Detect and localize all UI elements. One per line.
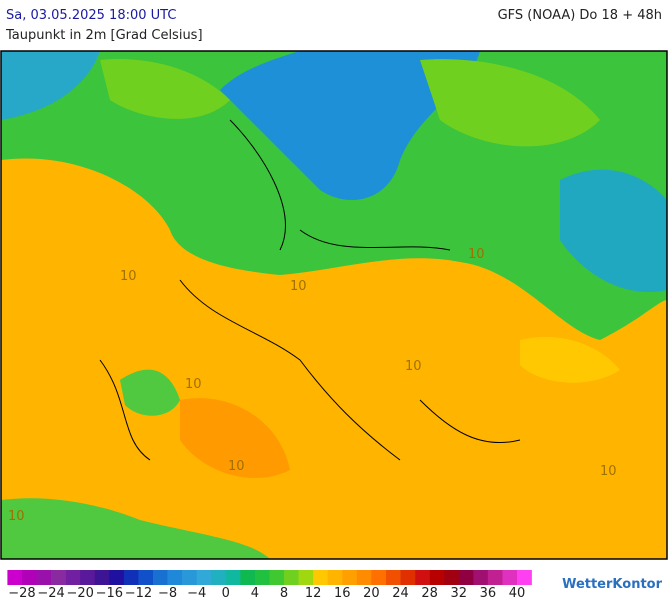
legend-swatch bbox=[517, 570, 532, 585]
legend-label: 32 bbox=[450, 586, 467, 600]
legend-label: −16 bbox=[96, 586, 123, 600]
legend-swatch bbox=[153, 570, 168, 585]
map: 10 10 10 10 10 10 10 10 bbox=[0, 50, 668, 560]
legend-swatch bbox=[356, 570, 372, 585]
legend-swatch bbox=[51, 570, 66, 585]
legend-swatch bbox=[487, 570, 503, 585]
legend-label: −20 bbox=[66, 586, 93, 600]
hot-area bbox=[180, 398, 290, 479]
legend-label: −8 bbox=[158, 586, 177, 600]
legend: −28 −24 −20 −16 −12 −8 −4 0 4 8 12 16 20 24 28 32 36 40 bbox=[7, 570, 532, 600]
legend-swatch bbox=[298, 570, 314, 585]
cold-area bbox=[1, 51, 100, 120]
warm-area bbox=[520, 336, 620, 383]
legend-label: 12 bbox=[305, 586, 322, 600]
legend-swatch bbox=[225, 570, 241, 585]
legend-swatch bbox=[211, 570, 227, 585]
legend-label: 28 bbox=[421, 586, 438, 600]
legend-swatch bbox=[182, 570, 197, 585]
contour-label: 10 bbox=[405, 359, 422, 374]
legend-swatch bbox=[94, 570, 110, 585]
model: GFS (NOAA) Do 18 + 48h bbox=[498, 8, 662, 23]
brand: WetterKontor bbox=[562, 577, 663, 592]
legend-swatch bbox=[109, 570, 125, 585]
map-frame bbox=[0, 50, 668, 560]
legend-swatch bbox=[284, 570, 299, 585]
legend-swatch bbox=[342, 570, 358, 585]
cold-area bbox=[560, 169, 667, 292]
legend-swatch bbox=[7, 570, 23, 585]
legend-swatch bbox=[254, 570, 270, 585]
legend-swatch bbox=[21, 570, 37, 585]
legend-swatch bbox=[196, 570, 212, 585]
legend-swatch bbox=[444, 570, 460, 585]
legend-swatch bbox=[458, 570, 474, 585]
legend-label: 24 bbox=[392, 586, 409, 600]
legend-label: −28 bbox=[8, 586, 35, 600]
legend-swatch bbox=[80, 570, 96, 585]
legend-swatch bbox=[429, 570, 445, 585]
cold-area bbox=[220, 51, 480, 200]
coastline bbox=[99, 119, 521, 461]
legend-label: 36 bbox=[480, 586, 497, 600]
warm-area bbox=[1, 158, 667, 559]
legend-label: 40 bbox=[509, 586, 526, 600]
legend-swatch bbox=[138, 570, 154, 585]
legend-swatch bbox=[123, 570, 139, 585]
legend-swatch bbox=[167, 570, 183, 585]
legend-swatch bbox=[400, 570, 416, 585]
legend-swatch bbox=[327, 570, 343, 585]
title: Sa, 03.05.2025 18:00 UTC bbox=[6, 8, 176, 23]
legend-swatch bbox=[415, 570, 430, 585]
legend-label: −24 bbox=[37, 586, 64, 600]
legend-swatch bbox=[473, 570, 489, 585]
legend-swatch bbox=[502, 570, 518, 585]
contour-label: 10 bbox=[120, 269, 137, 284]
legend-swatch bbox=[371, 570, 387, 585]
legend-swatch bbox=[240, 570, 256, 585]
green-area bbox=[1, 498, 270, 559]
contour-label: 10 bbox=[228, 459, 245, 474]
contour-label: 10 bbox=[185, 377, 202, 392]
legend-swatch bbox=[269, 570, 285, 585]
legend-swatch bbox=[65, 570, 81, 585]
legend-label: −4 bbox=[187, 586, 206, 600]
legend-swatch bbox=[36, 570, 52, 585]
green-area bbox=[120, 369, 180, 416]
legend-label: 16 bbox=[334, 586, 351, 600]
contour-label: 10 bbox=[8, 509, 25, 524]
legend-label: 4 bbox=[251, 586, 259, 600]
mild-area bbox=[100, 59, 230, 119]
subtitle: Taupunkt in 2m [Grad Celsius] bbox=[5, 28, 203, 43]
legend-label: 20 bbox=[363, 586, 380, 600]
legend-swatch bbox=[385, 570, 401, 585]
legend-label: 8 bbox=[280, 586, 288, 600]
contour-label: 10 bbox=[600, 464, 617, 479]
legend-label: 0 bbox=[222, 586, 230, 600]
contour-label: 10 bbox=[468, 247, 485, 262]
mild-area bbox=[420, 59, 600, 147]
legend-label: −12 bbox=[125, 586, 152, 600]
legend-swatch bbox=[313, 570, 329, 585]
contour-label: 10 bbox=[290, 279, 307, 294]
